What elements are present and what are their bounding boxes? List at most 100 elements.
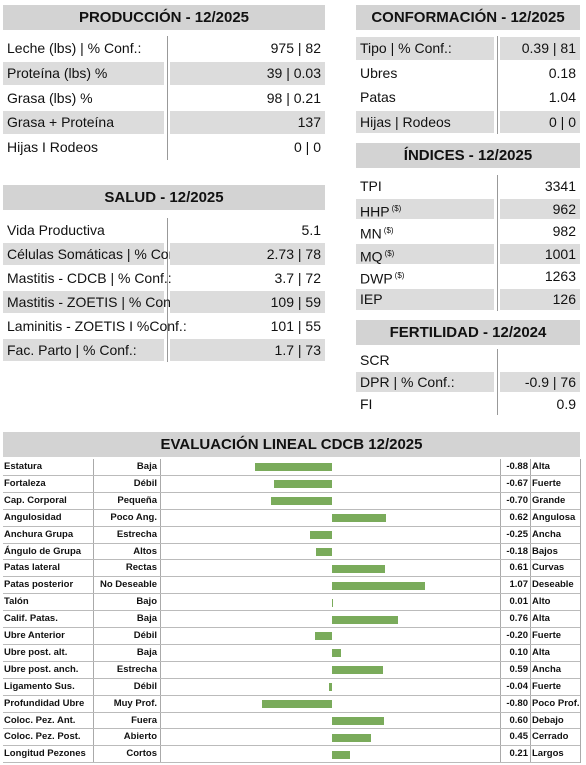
trait-name: Estatura [4,461,43,472]
section-title: EVALUACIÓN LINEAL CDCB 12/2025 [3,432,580,457]
row-rule [3,728,580,730]
trait-value: -0.67 [506,477,528,489]
trait-value: 1.07 [509,579,529,591]
trait-bar [332,514,386,523]
row-rule [3,576,580,578]
trait-low: No Deseable [99,579,157,591]
trait-name: Ligamento Sus. [4,680,75,692]
row-rule [3,627,580,628]
trait-low: Baja [136,646,157,658]
row-value: 0.18 [548,64,576,81]
trait-name: Ubre post. alt. [4,646,68,658]
trait-high: Deseable [532,579,574,591]
row-label: Laminitis - ZOETIS I %Conf.: [7,318,187,334]
trait-bar [332,716,385,725]
row-value: 98 | 0.21 [266,89,321,106]
row-label: Leche (lbs) | % Conf.: [7,40,142,56]
trait-value: 0.21 [509,748,529,760]
row-label: Mastitis - CDCB | % Conf.: [7,270,172,286]
superscript: ($) [383,226,394,236]
row-rule [3,762,580,764]
column-line [580,459,581,764]
trait-name: Patas lateral [4,562,60,574]
row-label: HHP ($) [356,198,494,219]
trait-bar [310,531,332,540]
trait-high: Alto [532,596,551,608]
column-line [500,459,501,764]
row-label: MN ($) [360,225,394,242]
trait-name: Anchura Grupa [4,528,74,540]
row-rule [3,559,580,561]
trait-value: 0.76 [509,613,529,625]
row-value: 0.9 [556,396,576,412]
trait-bar [332,649,341,658]
trait-name: Calif. Patas. [4,613,58,625]
trait-bar [332,666,384,675]
row-value: -0.9 | 76 [500,372,580,392]
trait-low: Fuera [131,714,157,726]
column-line [530,459,531,764]
column-line [160,459,161,764]
section-title: FERTILIDAD - 12/2024 [356,320,580,345]
row-label: Patas [360,89,396,106]
row-rule [3,660,580,662]
trait-low: Cortos [126,748,157,760]
row-value: 2.73 | 78 [170,243,325,265]
trait-name: Fortaleza [4,477,46,489]
row-value: 3.7 | 72 [274,270,321,286]
trait-value: -0.20 [506,630,528,641]
trait-high: Angulosa [532,511,576,523]
trait-value: -0.25 [506,528,528,540]
row-label: Ubres [360,64,398,81]
trait-name: Coloc. Pez. Ant. [4,714,76,726]
trait-low: Poco Ang. [110,511,157,523]
section-title: ÍNDICES - 12/2025 [356,143,580,168]
trait-bar [273,480,332,489]
trait-bar [332,598,333,607]
row-rule [3,643,580,645]
row-label: Tipo | % Conf.: [356,37,494,60]
divider [497,36,498,135]
row-rule [3,474,580,476]
row-value: 1.7 | 73 [170,339,325,361]
trait-low: Débil [133,680,157,692]
trait-high: Alta [532,461,550,472]
trait-high: Debajo [532,714,564,726]
trait-value: 0.10 [509,646,529,658]
trait-name: Ubre Anterior [4,630,65,641]
row-label: DWP ($) [360,271,405,288]
trait-name: Patas posterior [4,579,74,591]
trait-high: Alta [532,646,550,658]
divider [167,218,168,362]
row-rule [3,694,580,696]
row-rule [3,525,580,527]
row-label: DPR | % Conf.: [356,372,494,392]
row-value: 975 | 82 [270,40,321,56]
trait-value: -0.18 [506,545,528,557]
row-value: 0 | 0 [500,110,580,134]
section-title: PRODUCCIÓN - 12/2025 [3,5,325,30]
trait-bar [316,547,332,556]
row-label: Proteína (lbs) % [3,61,164,85]
trait-value: 0.45 [509,731,529,743]
trait-name: Angulosidad [4,511,62,523]
trait-value: -0.88 [506,461,528,472]
trait-value: 0.01 [509,596,529,608]
row-value: 3341 [544,178,576,194]
trait-low: Pequeña [117,494,157,506]
trait-bar [332,581,426,590]
trait-high: Alta [532,613,550,625]
trait-bar [271,497,332,506]
row-label: Hijas | Rodeos [356,110,494,134]
row-value: 5.1 [301,222,321,238]
row-value: 982 [552,223,576,240]
trait-bar [328,683,332,692]
row-rule [3,711,580,713]
row-label: Hijas I Rodeos [7,139,99,156]
trait-value: -0.80 [506,697,528,709]
trait-high: Bajos [532,545,558,557]
trait-low: Baja [136,613,157,625]
trait-high: Ancha [532,663,562,675]
row-rule [3,593,580,595]
trait-name: Talón [4,596,29,608]
